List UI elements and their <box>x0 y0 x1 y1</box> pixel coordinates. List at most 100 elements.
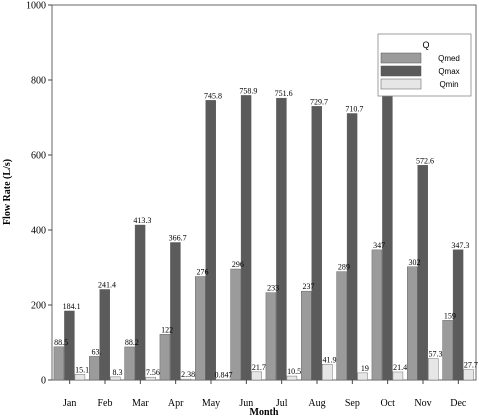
data-label-qmin: 8.3 <box>113 368 123 377</box>
data-label-group: 88.5 184.1 15.163. 241.4 8.3 88.2 413.3 7.56 122… <box>54 56 478 380</box>
data-label-qmax: 366.7 <box>169 233 187 242</box>
bar-qmax <box>276 97 287 381</box>
data-label-qmed: 63. <box>92 347 102 356</box>
x-tick-label: Dec <box>450 398 467 409</box>
bar-qmed <box>265 292 277 381</box>
data-label-qmin: 15.1 <box>75 365 89 374</box>
x-axis: Jan Feb Mar Apr May Jun Jul Aug Sep Oct Nov Dec <box>63 380 467 409</box>
x-tick-label: Sep <box>345 398 360 409</box>
plot-frame <box>51 4 477 381</box>
data-label-qmax: 413.3 <box>133 216 151 225</box>
bar-qmin <box>322 364 333 381</box>
data-label-qmin: 19 <box>361 364 369 373</box>
data-label-qmin: 7.56 <box>146 368 160 377</box>
data-label-qmed: 347 <box>373 241 385 250</box>
y-tick-label: 0 <box>41 376 46 387</box>
x-tick-label: Feb <box>98 398 113 409</box>
y-tick-label: 400 <box>31 226 46 237</box>
bar-qmed <box>124 346 135 381</box>
y-axis-title: Flow Rate (L/s) <box>2 159 13 225</box>
bar-qmax <box>346 113 358 381</box>
bar-qmed <box>53 346 65 381</box>
bar-qmin <box>428 358 439 381</box>
data-label-qmed: 88.2 <box>125 338 139 347</box>
bar-qmin <box>145 376 156 381</box>
bar-series-group <box>53 64 474 381</box>
bar-qmin <box>251 371 262 381</box>
x-tick-label: Oct <box>380 398 395 409</box>
y-tick-label: 1000 <box>26 1 46 12</box>
data-label-qmax: 184.1 <box>63 302 81 311</box>
data-label-qmin: 27.7 <box>464 361 478 370</box>
bar-qmin <box>357 372 368 381</box>
bar-qmin <box>74 374 86 381</box>
y-tick-label: 800 <box>31 76 46 87</box>
data-label-qmax: 729.7 <box>310 97 328 106</box>
x-tick-label: Nov <box>414 398 431 409</box>
bar-qmed <box>407 266 418 381</box>
x-tick-label: Jan <box>63 398 76 409</box>
bar-qmed <box>336 271 347 381</box>
data-label-qmin: 0.847 <box>215 371 233 380</box>
bar-qmed <box>371 249 383 381</box>
data-label-qmed: 237 <box>303 282 315 291</box>
data-label-qmax: 347.3 <box>451 241 469 250</box>
bar-qmin <box>110 376 121 381</box>
data-label-qmed: 276 <box>197 268 209 277</box>
legend-title: Q <box>422 40 429 50</box>
bar-qmax <box>134 224 146 381</box>
data-label-qmed: 122 <box>161 325 173 334</box>
data-label-qmax: 572.6 <box>416 156 434 165</box>
data-label-qmax: 241.4 <box>98 280 116 289</box>
data-label-qmin: 21.4 <box>393 363 407 372</box>
y-axis: 0 200 400 600 800 1000 <box>26 1 52 387</box>
legend-label-qmed: Qmed <box>438 54 460 63</box>
data-label-qmax: 758.9 <box>239 86 257 95</box>
data-label-qmed: 159 <box>444 311 456 320</box>
data-label-qmax: 710.7 <box>345 104 363 113</box>
data-label-qmin: 21.7 <box>252 363 266 372</box>
data-label-qmax: 745.8 <box>204 91 222 100</box>
legend-swatch-qmin <box>380 78 422 90</box>
data-label-qmin: 57.3 <box>429 350 443 359</box>
legend-swatch-qmed <box>380 52 422 64</box>
bar-qmax <box>99 289 110 381</box>
y-tick-label: 600 <box>31 151 46 162</box>
bar-qmin <box>392 371 404 381</box>
bar-qmax <box>311 106 322 381</box>
bar-qmed <box>442 320 453 381</box>
data-label-qmed: 233 <box>267 284 279 293</box>
bar-qmax <box>205 100 216 381</box>
bar-qmax <box>417 165 428 381</box>
bar-qmed <box>89 356 100 381</box>
legend-label-qmax: Qmax <box>438 67 459 76</box>
bar-qmin <box>180 378 192 381</box>
data-label-qmed: 296 <box>232 260 244 269</box>
bar-qmax <box>240 95 252 381</box>
bar-qmax <box>382 64 393 381</box>
bar-qmed <box>230 268 241 381</box>
legend: Q Qmed Qmax Qmin <box>377 33 472 97</box>
legend-swatch-qmax <box>380 65 422 77</box>
data-label-qmin: 2.38 <box>181 370 195 379</box>
bar-qmed <box>195 276 206 381</box>
legend-label-qmin: Qmin <box>439 80 458 89</box>
x-tick-label: Aug <box>308 398 325 409</box>
bar-qmin <box>216 379 227 381</box>
bar-qmin <box>463 369 474 381</box>
x-axis-title: Month <box>250 407 279 418</box>
x-tick-label: May <box>202 398 220 409</box>
x-tick-label: Jun <box>239 398 253 409</box>
x-tick-label: Mar <box>132 398 149 409</box>
data-label-qmed: 88.5 <box>54 338 68 347</box>
bar-qmax <box>170 242 181 381</box>
bar-qmed <box>159 334 171 381</box>
x-tick-label: Jul <box>276 398 288 409</box>
data-label-qmed: 289 <box>338 263 350 272</box>
bar-qmed <box>301 290 312 381</box>
y-tick-label: 200 <box>31 301 46 312</box>
data-label-qmax: 751.6 <box>275 89 293 98</box>
x-tick-label: Apr <box>168 398 184 409</box>
bar-qmin <box>286 375 298 381</box>
